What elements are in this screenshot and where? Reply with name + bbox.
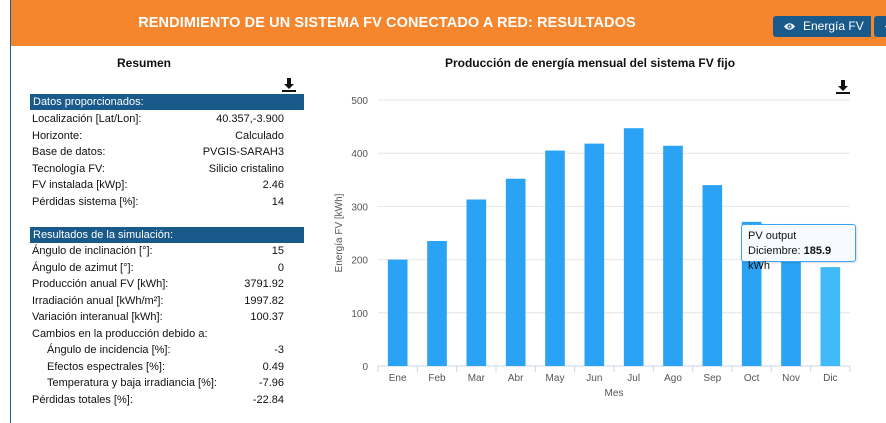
page-title: RENDIMIENTO DE UN SISTEMA FV CONECTADO A… bbox=[138, 15, 636, 31]
x-tick-label: May bbox=[546, 373, 565, 384]
summary-row-value: 40.357,-3.900 bbox=[216, 113, 284, 125]
summary-row-label: Ángulo de incidencia [%]: bbox=[47, 344, 171, 356]
x-tick-label: Feb bbox=[428, 373, 446, 384]
summary-row: Base de datos: PVGIS-SARAH3 bbox=[30, 144, 284, 160]
y-tick-label: 0 bbox=[362, 362, 368, 373]
summary-row: FV instalada [kWp]: 2.46 bbox=[30, 177, 284, 193]
summary-row-label: Base de datos: bbox=[32, 146, 106, 158]
y-tick-label: 400 bbox=[351, 149, 368, 160]
summary-row: Irradiación anual [kWh/m²]: 1997.82 bbox=[30, 293, 284, 309]
bar bbox=[623, 128, 644, 366]
summary-row-label: Pérdidas sistema [%]: bbox=[32, 195, 139, 208]
summary-row: Producción anual FV [kWh]: 3791.92 bbox=[30, 276, 284, 292]
chart-tooltip: PV output Diciembre: 185.9 kWh bbox=[741, 224, 856, 272]
y-tick-label: 300 bbox=[351, 202, 368, 213]
summary-row-label: Ángulo de azimut [°]: bbox=[32, 261, 134, 274]
tooltip-value: 185.9 bbox=[803, 245, 832, 257]
bar bbox=[387, 259, 408, 366]
section-input-data: Datos proporcionados: bbox=[30, 94, 304, 110]
summary-row-label: Ángulo de inclinación [°]: bbox=[32, 245, 153, 257]
summary-row-value: 0 bbox=[277, 261, 284, 274]
summary-row-value: PVGIS-SARAH3 bbox=[202, 146, 284, 158]
y-tick-label: 500 bbox=[351, 96, 368, 107]
main-frame: RENDIMIENTO DE UN SISTEMA FV CONECTADO A… bbox=[10, 0, 886, 423]
bar bbox=[663, 145, 683, 366]
tab-secondary[interactable] bbox=[874, 16, 886, 37]
download-icon[interactable] bbox=[836, 80, 850, 94]
summary-row: Pérdidas sistema [%]: 14 bbox=[30, 194, 284, 210]
summary-row: Ángulo de inclinación [°]: 15 bbox=[30, 243, 284, 259]
x-tick-label: Mar bbox=[468, 373, 486, 384]
summary-row-label: Variación interanual [kWh]: bbox=[32, 311, 163, 323]
summary-row: Efectos espectrales [%]: 0.49 bbox=[30, 359, 284, 375]
y-axis-title: Energía FV [kWh] bbox=[334, 193, 345, 272]
summary-row: Temperatura y baja irradiancia [%]: -7.96 bbox=[30, 375, 284, 391]
summary-row-label: Tecnología FV: bbox=[32, 162, 105, 175]
x-tick-label: Abr bbox=[508, 373, 524, 384]
section-simulation-results: Resultados de la simulación: bbox=[30, 227, 304, 243]
summary-row: Variación interanual [kWh]: 100.37 bbox=[30, 309, 284, 325]
summary-row: Ángulo de azimut [°]: 0 bbox=[30, 260, 284, 276]
x-tick-label: Nov bbox=[782, 373, 800, 384]
summary-row-label: Efectos espectrales [%]: bbox=[47, 360, 165, 373]
bar bbox=[781, 248, 801, 366]
summary-row-value: 100.37 bbox=[250, 311, 284, 323]
bar bbox=[505, 178, 526, 366]
tab-energia-fv[interactable]: Energía FV bbox=[773, 16, 871, 37]
summary-row-value: -7.96 bbox=[258, 377, 284, 389]
monthly-energy-chart: 0 100 200 300 400 500 Ene Feb Mar Abr May Jun Jul Ago… bbox=[334, 96, 851, 399]
bar bbox=[820, 267, 841, 366]
bar bbox=[702, 185, 723, 366]
download-icon[interactable] bbox=[282, 78, 296, 92]
summary-row-label: FV instalada [kWp]: bbox=[32, 179, 128, 191]
x-tick-label: Ago bbox=[664, 373, 682, 384]
y-tick-label: 100 bbox=[351, 309, 368, 320]
summary-row: Pérdidas totales [%]: -22.84 bbox=[30, 392, 284, 408]
summary-row-value: 15 bbox=[271, 245, 284, 257]
chart-title: Producción de energía mensual del sistem… bbox=[444, 56, 736, 70]
summary-row: Tecnología FV: Silicio cristalino bbox=[30, 161, 284, 177]
tab-energia-fv-label: Energía FV bbox=[803, 19, 864, 33]
x-tick-label: Sep bbox=[703, 373, 721, 384]
y-tick-label: 200 bbox=[351, 256, 368, 267]
x-tick-label: Jul bbox=[627, 373, 640, 384]
summary-row-label: Irradiación anual [kWh/m²]: bbox=[32, 294, 164, 307]
x-tick-label: Oct bbox=[744, 373, 760, 384]
tooltip-label: Diciembre: bbox=[748, 245, 801, 257]
bar bbox=[545, 150, 565, 366]
bar bbox=[466, 199, 487, 366]
summary-row-value: 3791.92 bbox=[244, 278, 284, 290]
summary-row-label: Producción anual FV [kWh]: bbox=[32, 278, 169, 290]
tooltip-series: PV output bbox=[748, 230, 797, 242]
summary-row-label: Horizonte: bbox=[32, 129, 83, 142]
summary-row-label: Pérdidas totales [%]: bbox=[32, 393, 133, 406]
summary-row-value: 0.49 bbox=[262, 360, 284, 373]
summary-row-label: Cambios en la producción debido a: bbox=[32, 327, 208, 340]
summary-row-value: Calculado bbox=[235, 129, 284, 142]
x-tick-label: Ene bbox=[389, 373, 407, 384]
summary-row-value: Silicio cristalino bbox=[208, 162, 284, 175]
x-tick-label: Dic bbox=[823, 373, 837, 384]
summary-row-value: 2.46 bbox=[262, 179, 284, 191]
summary-row: Cambios en la producción debido a: bbox=[30, 326, 284, 342]
summary-row-label: Localización [Lat/Lon]: bbox=[32, 113, 142, 125]
x-tick-label: Jun bbox=[586, 373, 602, 384]
bar bbox=[427, 240, 447, 366]
summary-row-label: Temperatura y baja irradiancia [%]: bbox=[47, 377, 217, 389]
header-bar: RENDIMIENTO DE UN SISTEMA FV CONECTADO A… bbox=[11, 0, 886, 46]
summary-row: Localización [Lat/Lon]: 40.357,-3.900 bbox=[30, 111, 284, 127]
tooltip-unit: kWh bbox=[748, 260, 770, 272]
x-axis-title: Mes bbox=[605, 388, 624, 399]
tooltip-value-line: Diciembre: 185.9 kWh bbox=[748, 244, 849, 274]
summary-row-value: 14 bbox=[271, 195, 284, 208]
summary-row: Ángulo de incidencia [%]: -3 bbox=[30, 342, 284, 358]
summary-row-value: -3 bbox=[274, 344, 284, 356]
bar bbox=[584, 143, 605, 366]
summary-row-value: 1997.82 bbox=[244, 294, 284, 307]
summary-row-value: -22.84 bbox=[252, 393, 284, 406]
summary-row: Horizonte: Calculado bbox=[30, 128, 284, 144]
summary-title: Resumen bbox=[116, 56, 172, 70]
eye-icon bbox=[783, 23, 796, 30]
